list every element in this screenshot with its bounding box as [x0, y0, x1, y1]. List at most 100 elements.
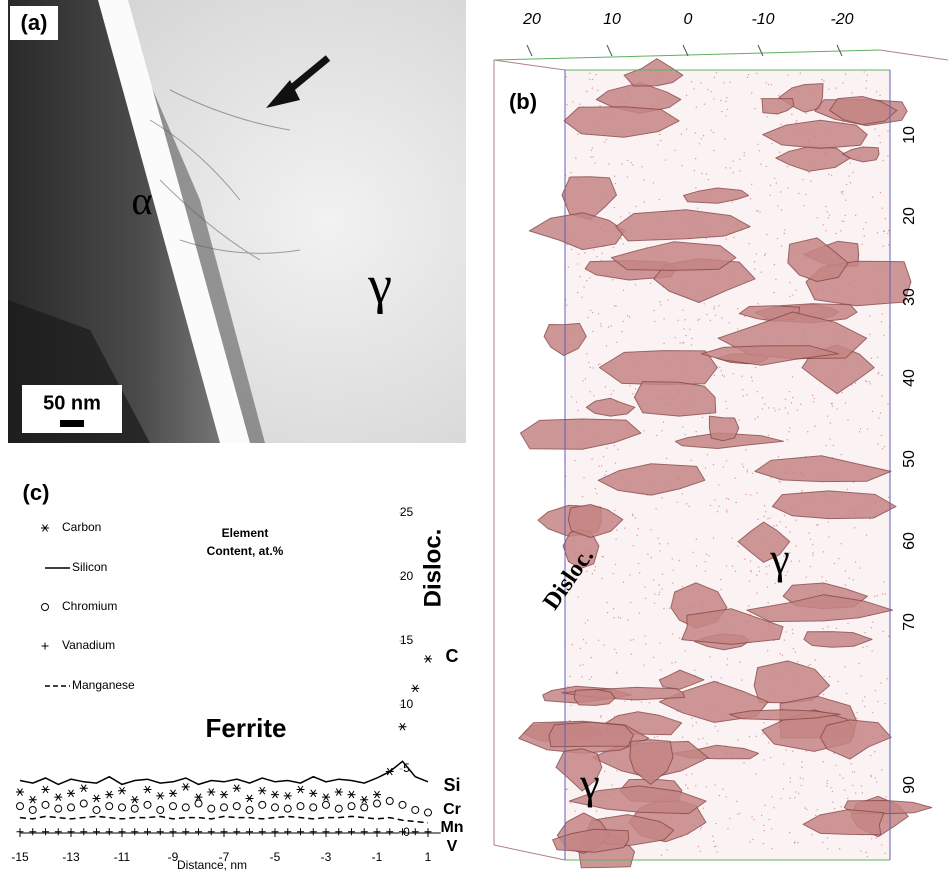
atom [705, 467, 706, 468]
atom [828, 89, 829, 90]
atom [602, 556, 603, 557]
atom [861, 244, 862, 245]
atom [865, 87, 866, 88]
atom [885, 796, 886, 797]
atom [638, 563, 639, 564]
atom [845, 215, 846, 216]
atom [808, 172, 809, 173]
asterisk-marker [80, 785, 88, 792]
atom [590, 391, 591, 392]
atom [784, 639, 785, 640]
circle-marker [68, 804, 75, 811]
atom [639, 613, 640, 614]
asterisk-marker [29, 796, 37, 803]
x-tick-label: -15 [11, 850, 29, 864]
atom [850, 763, 851, 764]
atom [711, 676, 712, 677]
atom [613, 390, 614, 391]
atom [791, 402, 792, 403]
atom [737, 739, 738, 740]
atom [567, 686, 568, 687]
atom-probe [494, 50, 948, 868]
asterisk-marker [284, 792, 292, 799]
atom [692, 725, 693, 726]
asterisk-marker [271, 791, 279, 798]
atom [849, 162, 850, 163]
atom [714, 375, 715, 376]
atom [797, 661, 798, 662]
atom [621, 238, 622, 239]
atom [881, 435, 882, 436]
atom [777, 205, 778, 206]
atom [645, 643, 646, 644]
y-tick-label: 25 [400, 505, 414, 519]
atom [697, 319, 698, 320]
atom [835, 87, 836, 88]
atom [808, 665, 809, 666]
atom [789, 832, 790, 833]
atom [781, 245, 782, 246]
atom [660, 642, 661, 643]
atom [881, 321, 882, 322]
atom [786, 749, 787, 750]
atom [582, 664, 583, 665]
plus-marker [131, 828, 138, 835]
atom [606, 447, 607, 448]
atom [874, 596, 875, 597]
atom [784, 233, 785, 234]
atom [735, 571, 736, 572]
atom [726, 509, 727, 510]
atom [713, 132, 714, 133]
atom [660, 140, 661, 141]
atom [685, 335, 686, 336]
circle-marker [221, 804, 228, 811]
plus-marker [93, 828, 100, 835]
atom [810, 181, 811, 182]
atom [672, 583, 673, 584]
atom [845, 402, 846, 403]
atom [862, 647, 863, 648]
atom [568, 266, 569, 267]
atom [659, 543, 660, 544]
annotation: Content, at.% [207, 544, 284, 558]
atom [713, 150, 714, 151]
atom [715, 315, 716, 316]
atom [701, 138, 702, 139]
atom [863, 228, 864, 229]
atom [738, 420, 739, 421]
atom [802, 179, 803, 180]
plus-marker [323, 828, 330, 835]
axis-tick-label: 40 [901, 369, 918, 387]
atom [766, 234, 767, 235]
atom [592, 367, 593, 368]
atom [829, 438, 830, 439]
atom [593, 249, 594, 250]
atom [756, 492, 757, 493]
atom [744, 558, 745, 559]
atom [599, 105, 600, 106]
atom [726, 97, 727, 98]
atom [602, 253, 603, 254]
atom [755, 773, 756, 774]
atom [789, 282, 790, 283]
atom [835, 233, 836, 234]
atom [827, 780, 828, 781]
atom [679, 638, 680, 639]
atom [686, 129, 687, 130]
atom [682, 493, 683, 494]
plus-marker [412, 828, 419, 835]
atom [802, 778, 803, 779]
box-edge [494, 60, 565, 70]
atom [579, 665, 580, 666]
circle-marker [42, 801, 49, 808]
atom [733, 237, 734, 238]
atom [627, 315, 628, 316]
atom [846, 184, 847, 185]
atom [872, 196, 873, 197]
atom [590, 156, 591, 157]
atom [633, 639, 634, 640]
atom [771, 828, 772, 829]
atom [806, 576, 807, 577]
atom [810, 664, 811, 665]
atom [647, 554, 648, 555]
